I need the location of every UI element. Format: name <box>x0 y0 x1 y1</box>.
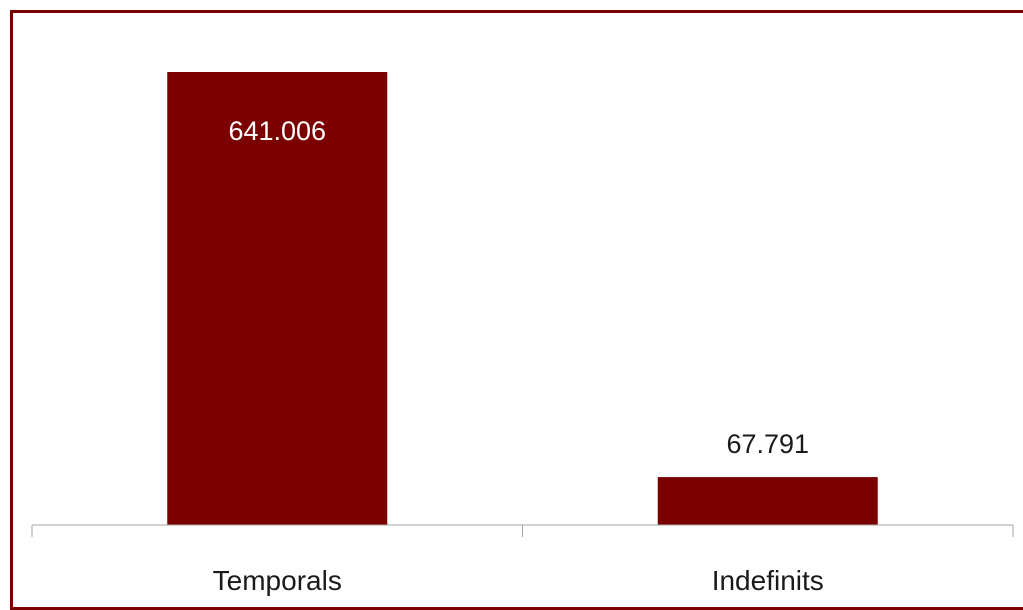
category-label-indefinits: Indefinits <box>712 565 824 596</box>
bar-indefinits <box>657 477 878 525</box>
bar-temporals <box>167 72 388 525</box>
labels-layer: 641.006 Temporals 67.791 Indefinits <box>213 116 824 596</box>
data-label-temporals: 641.006 <box>228 116 326 146</box>
bars-layer <box>167 72 878 525</box>
category-label-temporals: Temporals <box>213 565 342 596</box>
data-label-indefinits: 67.791 <box>726 429 809 459</box>
x-axis <box>31 524 1014 537</box>
bar-chart: 641.006 Temporals 67.791 Indefinits <box>31 72 1014 596</box>
